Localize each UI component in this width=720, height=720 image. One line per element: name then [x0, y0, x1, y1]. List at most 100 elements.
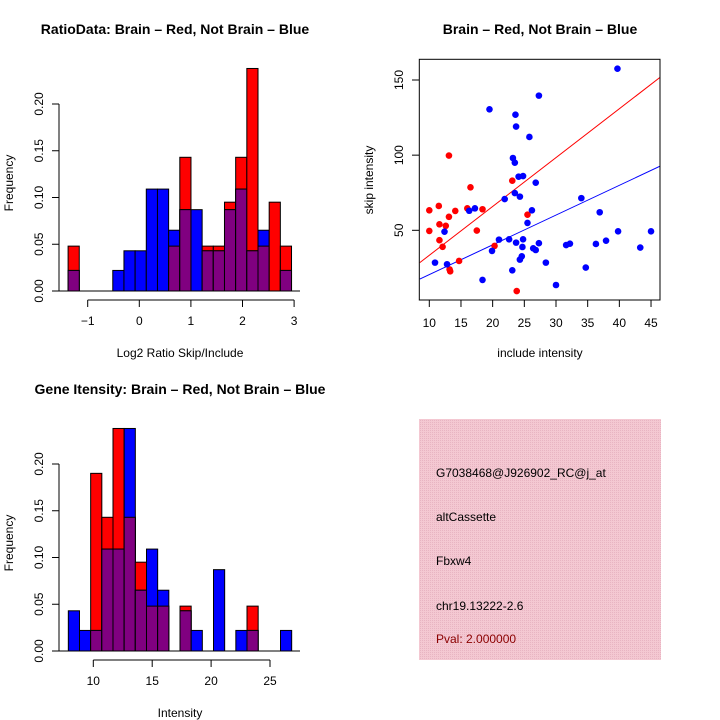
point-brain	[508, 177, 516, 185]
point-not-brain	[578, 194, 585, 202]
point-brain	[451, 207, 459, 215]
point-not-brain	[647, 228, 655, 235]
bar-not-brain	[78, 629, 92, 652]
histogram-ratio: RatioData: Brain – Red, Not Brain – Blue…	[2, 21, 309, 360]
point-not-brain	[479, 276, 486, 284]
bar-brain	[268, 201, 281, 292]
x-tick-label: 45	[644, 316, 658, 330]
info-panel: G7038468@J926902_RC@j_at altCassette Fbx…	[419, 419, 661, 660]
y-axis-label: Frequency	[2, 155, 16, 212]
x-tick-label: 40	[613, 316, 627, 330]
gene-name-text: Fbxw4	[436, 554, 472, 568]
point-not-brain	[516, 256, 524, 263]
bar-overlap	[279, 269, 293, 292]
bar-overlap	[112, 548, 125, 652]
pval-text: Pval: 2.000000	[436, 632, 516, 646]
point-brain	[426, 227, 433, 235]
bar-not-brain	[112, 269, 125, 292]
point-brain	[524, 211, 531, 218]
x-tick-label: 10	[87, 674, 101, 688]
point-not-brain	[526, 133, 533, 141]
y-tick-label: 50	[392, 223, 406, 237]
x-axis-label: Log2 Ratio Skip/Include	[117, 346, 244, 360]
point-not-brain	[486, 106, 493, 113]
point-brain	[467, 184, 474, 191]
x-tick-label: 15	[146, 674, 160, 688]
probe-id-text: G7038468@J926902_RC@j_at	[436, 466, 606, 480]
point-brain	[491, 242, 498, 250]
y-axis-label: skip intensity	[362, 146, 376, 215]
point-not-brain	[512, 239, 520, 246]
bar-overlap	[168, 245, 181, 292]
point-brain	[473, 227, 481, 234]
bar-not-brain	[190, 629, 203, 652]
x-tick-label: 10	[423, 316, 437, 330]
point-brain	[445, 213, 453, 221]
point-not-brain	[596, 208, 604, 216]
point-not-brain	[519, 243, 526, 251]
point-not-brain	[532, 246, 540, 254]
point-brain	[455, 257, 463, 265]
y-tick-label: 150	[392, 70, 406, 90]
info-panel-background	[419, 419, 661, 660]
y-tick-label: 0.15	[32, 139, 46, 163]
point-brain	[445, 152, 453, 159]
point-not-brain	[566, 240, 574, 247]
fit-line-not-brain	[419, 165, 660, 280]
x-tick-label: 20	[486, 316, 500, 330]
point-not-brain	[512, 111, 519, 119]
bar-not-brain	[156, 188, 170, 292]
point-not-brain	[582, 264, 590, 271]
point-not-brain	[471, 205, 479, 212]
x-tick-label: 3	[291, 314, 298, 328]
bar-overlap	[212, 250, 225, 292]
bar-not-brain	[280, 629, 293, 652]
x-tick-label: 2	[239, 314, 246, 328]
bar-not-brain	[67, 610, 80, 652]
bar-overlap	[90, 629, 103, 652]
y-tick-label: 0.10	[32, 545, 46, 569]
bar-overlap	[179, 610, 192, 652]
point-not-brain	[508, 266, 516, 274]
x-tick-label: 25	[263, 674, 277, 688]
bar-overlap	[145, 605, 159, 652]
y-tick-label: 0.20	[32, 452, 46, 476]
point-not-brain	[535, 239, 543, 247]
bar-overlap	[157, 605, 170, 652]
bar-overlap	[67, 269, 80, 292]
point-not-brain	[552, 281, 560, 289]
point-not-brain	[532, 179, 540, 186]
point-not-brain	[511, 159, 519, 166]
point-brain	[435, 202, 443, 210]
y-tick-label: 0.15	[32, 499, 46, 523]
chart-title: Brain – Red, Not Brain – Blue	[443, 21, 638, 37]
x-tick-label: 0	[136, 314, 143, 328]
x-tick-label: 25	[518, 316, 532, 330]
point-not-brain	[441, 228, 448, 235]
y-tick-label: 0.05	[32, 592, 46, 616]
point-not-brain	[519, 172, 527, 180]
bar-overlap	[246, 629, 259, 652]
point-brain	[479, 205, 486, 213]
point-brain	[439, 243, 446, 251]
point-not-brain	[511, 189, 519, 197]
point-not-brain	[535, 92, 543, 99]
bar-not-brain	[145, 188, 158, 292]
y-tick-label: 0.00	[32, 279, 46, 303]
point-not-brain	[443, 260, 451, 268]
x-tick-label: 30	[549, 316, 563, 330]
point-brain	[436, 236, 443, 244]
y-tick-label: 0.00	[32, 639, 46, 663]
bar-not-brain	[190, 209, 203, 292]
bar-overlap	[246, 250, 259, 292]
histogram-intensity: Gene Itensity: Brain – Red, Not Brain – …	[2, 381, 326, 720]
x-axis-label: Intensity	[158, 706, 203, 720]
point-not-brain	[431, 259, 439, 266]
bar-overlap	[134, 589, 147, 652]
event-type-text: altCassette	[436, 510, 496, 524]
point-not-brain	[592, 240, 600, 248]
x-axis-label: include intensity	[497, 346, 582, 360]
bar-overlap	[101, 548, 114, 652]
point-not-brain	[614, 228, 622, 235]
